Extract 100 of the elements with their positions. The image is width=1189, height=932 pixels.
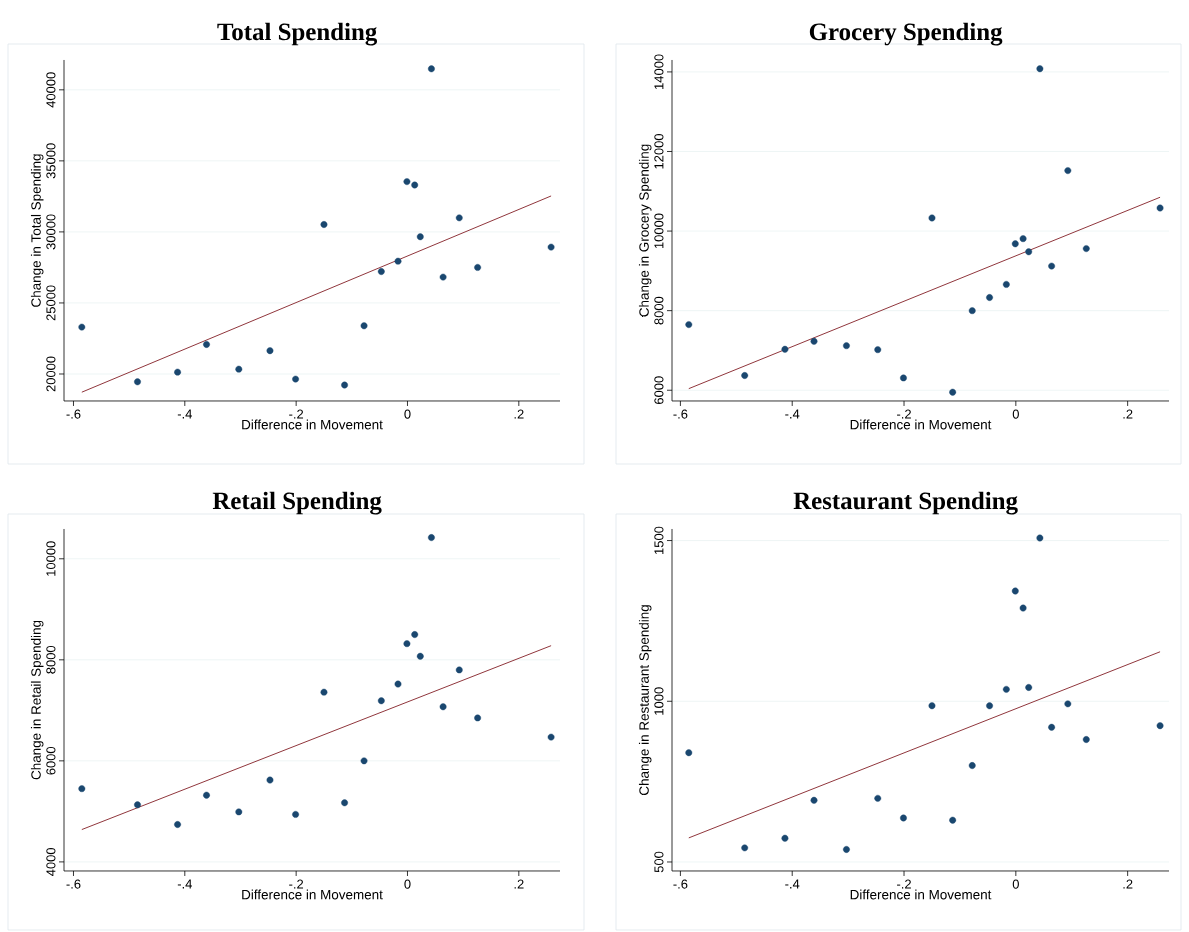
point: [416, 652, 424, 660]
x-tick-label: 0: [404, 409, 411, 419]
x-tick-label: -.6: [66, 879, 81, 889]
y-tick-label: 10000: [46, 541, 56, 576]
point: [174, 821, 181, 828]
point: [78, 785, 86, 793]
point: [949, 388, 957, 396]
point: [928, 214, 936, 222]
x-tick-label: -.2: [897, 879, 911, 889]
y-tick-label: 8000: [654, 296, 664, 325]
point: [1156, 722, 1164, 730]
point: [394, 257, 402, 265]
point: [377, 268, 385, 275]
point: [1019, 235, 1027, 243]
point: [203, 791, 210, 799]
y-tick-label: 14000: [654, 54, 664, 89]
y-tick-label: 40000: [46, 72, 56, 108]
point: [900, 374, 907, 382]
x-tick-label: -.2: [289, 409, 304, 419]
point: [547, 243, 555, 251]
y-axis-title: Change in Restaurant Spending: [638, 605, 652, 796]
point: [439, 703, 447, 711]
point: [741, 844, 749, 852]
point: [843, 846, 850, 853]
point: [1082, 245, 1090, 252]
point: [1064, 167, 1072, 174]
point: [360, 322, 368, 330]
y-tick-label: 20000: [46, 356, 56, 392]
point: [1048, 262, 1056, 270]
x-axis-title: Difference in Movement: [850, 889, 992, 900]
point: [1048, 723, 1056, 731]
point: [292, 375, 299, 383]
point: [810, 337, 818, 345]
y-tick-label: 8000: [46, 645, 56, 674]
point: [949, 816, 957, 824]
chart-title: Total Spending: [217, 22, 378, 46]
point: [474, 714, 482, 722]
point: [1064, 700, 1072, 708]
point: [986, 294, 993, 301]
chart-title: Restaurant Spending: [793, 491, 1018, 515]
point: [1036, 65, 1044, 73]
y-axis-title: Change in Total Spending: [30, 154, 44, 307]
point: [455, 214, 463, 222]
point: [781, 834, 789, 842]
point: [403, 640, 411, 648]
x-axis-title: Difference in Movement: [850, 419, 992, 430]
point: [874, 794, 882, 802]
y-tick-label: 35000: [46, 143, 56, 179]
y-tick-label: 1500: [654, 526, 664, 554]
point: [360, 757, 368, 765]
point: [439, 273, 447, 281]
point: [411, 631, 419, 638]
point: [174, 368, 181, 376]
x-tick-label: -.2: [289, 879, 304, 889]
point: [781, 345, 789, 353]
point: [235, 365, 243, 373]
point: [968, 307, 976, 315]
point: [78, 323, 86, 331]
point: [266, 776, 274, 784]
y-tick-label: 1000: [654, 687, 664, 715]
y-tick-label: 6000: [654, 376, 664, 404]
point: [428, 65, 435, 73]
point: [134, 378, 141, 386]
point: [874, 346, 882, 354]
y-tick-label: 12000: [654, 133, 664, 169]
x-tick-label: .2: [514, 409, 524, 419]
point: [428, 534, 435, 541]
x-tick-label: -.4: [177, 879, 192, 889]
point: [266, 347, 274, 355]
x-tick-label: -.6: [673, 879, 688, 889]
x-tick-label: .2: [1123, 409, 1133, 419]
point: [741, 372, 749, 379]
point: [928, 702, 936, 710]
x-tick-label: -.4: [785, 409, 800, 419]
y-tick-label: 10000: [654, 213, 664, 249]
x-tick-label: 0: [1012, 409, 1019, 419]
point: [455, 666, 463, 674]
x-axis-title: Difference in Movement: [242, 889, 383, 900]
point: [377, 697, 385, 705]
point: [320, 221, 328, 228]
x-tick-label: 0: [404, 879, 411, 889]
chart-title: Retail Spending: [212, 491, 382, 515]
point: [843, 342, 850, 350]
x-tick-label: -.6: [673, 409, 688, 419]
chart-title: Grocery Spending: [809, 22, 1003, 46]
x-tick-label: .2: [1123, 879, 1133, 889]
x-tick-label: -.6: [66, 409, 81, 419]
point: [1011, 240, 1019, 248]
point: [1002, 280, 1010, 288]
y-tick-label: 4000: [46, 847, 56, 876]
point: [1011, 587, 1019, 595]
point: [685, 321, 693, 328]
point: [403, 178, 411, 186]
point: [547, 733, 555, 741]
point: [203, 341, 210, 348]
point: [1019, 604, 1027, 612]
point: [474, 264, 482, 271]
point: [1025, 684, 1033, 691]
y-axis-title: Change in Grocery Spending: [638, 144, 652, 317]
point: [1156, 204, 1164, 212]
